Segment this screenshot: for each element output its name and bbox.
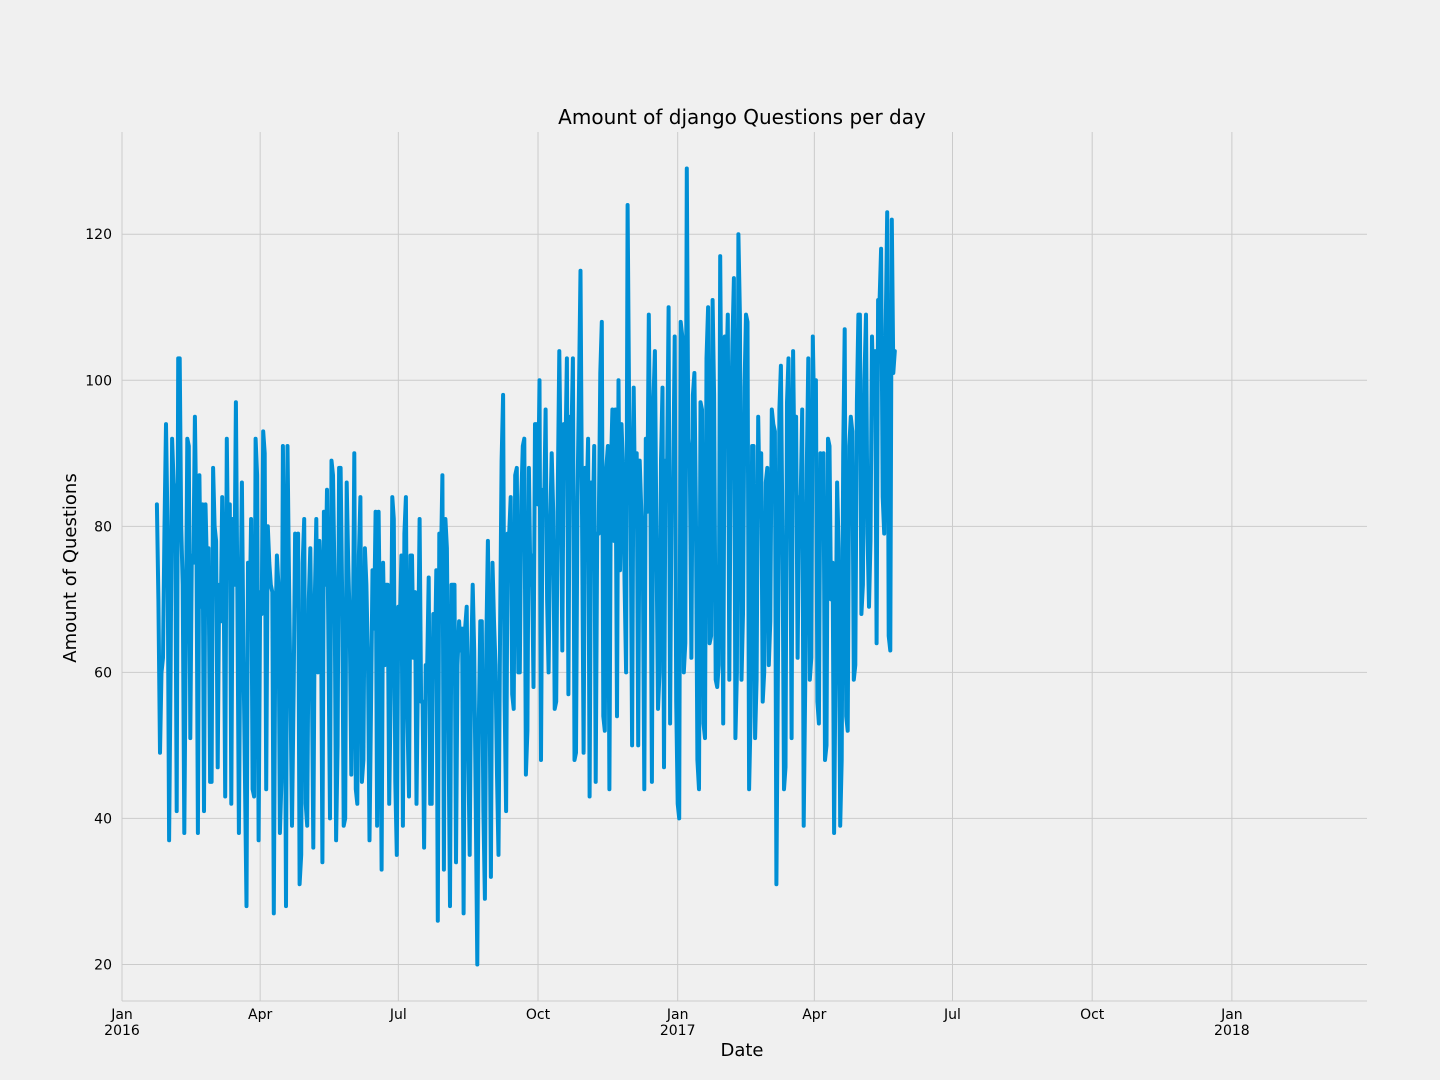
plot-area xyxy=(154,166,897,967)
x-tick-label: Apr xyxy=(802,1007,826,1023)
series-line xyxy=(154,166,897,967)
x-tick-label: Apr xyxy=(248,1007,272,1023)
y-tick-label: 100 xyxy=(85,373,112,389)
x-tick-label: Jan xyxy=(110,1007,133,1023)
y-tick-label: 80 xyxy=(94,519,112,535)
y-tick-label: 40 xyxy=(94,811,112,827)
x-tick-label: Jan xyxy=(666,1007,689,1023)
y-tick-label: 60 xyxy=(94,665,112,681)
chart-title: Amount of django Questions per day xyxy=(558,105,926,129)
x-tick-label: Jan xyxy=(1220,1007,1243,1023)
x-tick-label: Jul xyxy=(943,1007,961,1023)
y-axis-title: Amount of Questions xyxy=(60,473,81,662)
x-axis-title: Date xyxy=(720,1040,763,1061)
x-tick-year-label: 2018 xyxy=(1214,1023,1250,1039)
x-tick-label: Oct xyxy=(1080,1007,1105,1023)
x-tick-year-label: 2017 xyxy=(660,1023,696,1039)
y-tick-label: 20 xyxy=(94,957,112,973)
x-tick-label: Jul xyxy=(389,1007,407,1023)
x-tick-label: Oct xyxy=(526,1007,551,1023)
x-tick-year-label: 2016 xyxy=(104,1023,140,1039)
y-tick-label: 120 xyxy=(85,227,112,243)
